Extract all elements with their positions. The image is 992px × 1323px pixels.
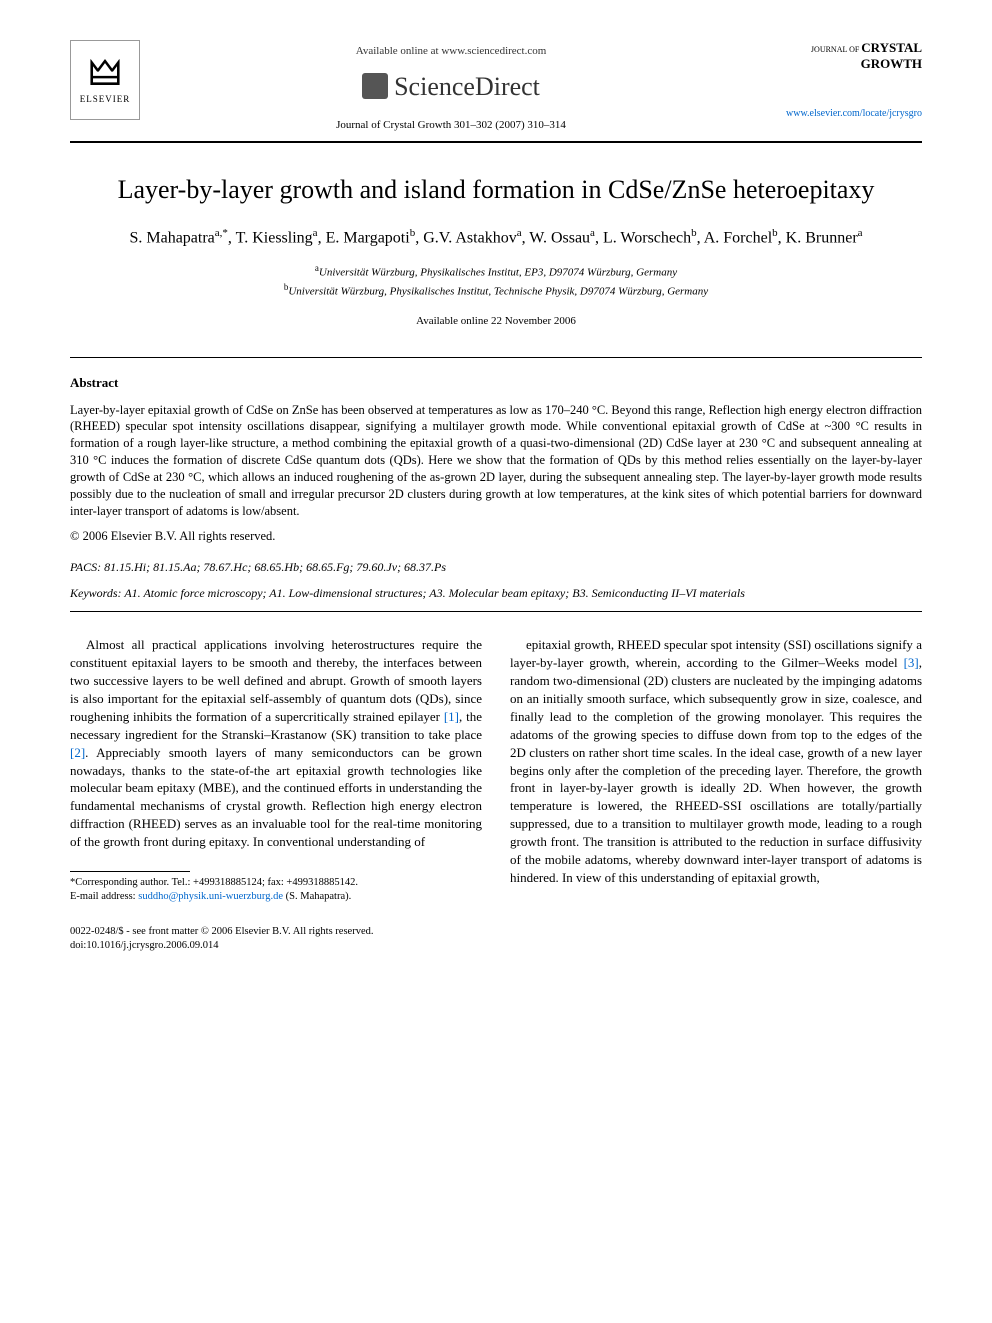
elsevier-tree-icon: 🜲 [89,55,122,91]
right-header: JOURNAL OF CRYSTAL GROWTH www.elsevier.c… [762,40,922,121]
pacs-line: PACS: 81.15.Hi; 81.15.Aa; 78.67.Hc; 68.6… [70,559,922,575]
footnote-corresponding: *Corresponding author. Tel.: +4993188851… [70,877,358,888]
affiliations: aUniversität Würzburg, Physikalisches In… [70,262,922,300]
affiliation-a: Universität Würzburg, Physikalisches Ins… [319,267,677,279]
body-paragraph-1: Almost all practical applications involv… [70,636,482,851]
sciencedirect-logo: ScienceDirect [140,69,762,104]
footnote-email-link[interactable]: suddho@physik.uni-wuerzburg.de [138,891,283,902]
journal-logo-big1: CRYSTAL [861,40,922,55]
paper-page: 🜲 ELSEVIER Available online at www.scien… [0,0,992,1003]
abstract-copyright: © 2006 Elsevier B.V. All rights reserved… [70,528,922,545]
footnote-email-label: E-mail address: [70,891,136,902]
journal-reference: Journal of Crystal Growth 301–302 (2007)… [140,118,762,133]
footnote-block: *Corresponding author. Tel.: +4993188851… [70,871,482,904]
corresponding-author-footnote: *Corresponding author. Tel.: +4993188851… [70,876,482,904]
abstract-bottom-rule [70,611,922,612]
body-paragraph-2: epitaxial growth, RHEED specular spot in… [510,636,922,887]
footnote-email-name: (S. Mahapatra). [286,891,352,902]
abstract-top-rule [70,357,922,358]
journal-logo: JOURNAL OF CRYSTAL GROWTH [762,40,922,71]
date-available: Available online 22 November 2006 [70,314,922,329]
keywords-line: Keywords: A1. Atomic force microscopy; A… [70,585,922,601]
available-online-text: Available online at www.sciencedirect.co… [140,44,762,59]
footnote-rule [70,871,190,872]
center-header: Available online at www.sciencedirect.co… [140,40,762,133]
footer-line-2: doi:10.1016/j.jcrysgro.2006.09.014 [70,939,922,953]
journal-logo-big2: GROWTH [861,56,922,71]
header-rule-bottom [70,142,922,143]
header-row: 🜲 ELSEVIER Available online at www.scien… [70,40,922,133]
footer: 0022-0248/$ - see front matter © 2006 El… [70,925,922,953]
sciencedirect-icon [362,73,388,99]
journal-logo-small: JOURNAL OF [811,45,859,54]
footer-line-1: 0022-0248/$ - see front matter © 2006 El… [70,925,922,939]
affiliation-b: Universität Würzburg, Physikalisches Ins… [288,286,708,298]
sciencedirect-label: ScienceDirect [394,69,540,104]
paper-title: Layer-by-layer growth and island formati… [70,173,922,207]
abstract-heading: Abstract [70,374,922,392]
elsevier-name: ELSEVIER [80,93,131,105]
elsevier-logo: 🜲 ELSEVIER [70,40,140,120]
author-list: S. Mahapatraa,*, T. Kiesslinga, E. Marga… [70,225,922,250]
abstract-text: Layer-by-layer epitaxial growth of CdSe … [70,402,922,520]
body-columns: Almost all practical applications involv… [70,636,922,905]
journal-url-link[interactable]: www.elsevier.com/locate/jcrysgro [762,107,922,121]
